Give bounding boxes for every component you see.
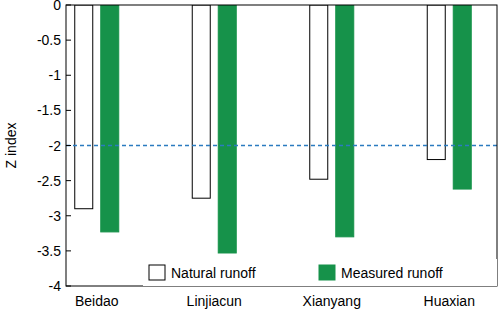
y-tick-label: -1 — [49, 67, 62, 83]
y-tick-label: -1.5 — [37, 102, 61, 118]
bar — [218, 5, 236, 253]
legend-label: Natural runoff — [171, 265, 256, 281]
y-tick — [66, 250, 71, 251]
legend: Natural runoff Measured runoff — [143, 259, 497, 286]
y-tick-label: -4 — [49, 278, 62, 294]
legend-swatch — [319, 265, 335, 280]
y-tick-label: -3 — [49, 208, 62, 224]
y-tick — [66, 145, 71, 146]
y-tick-label: -2.5 — [37, 173, 61, 189]
x-tick-label: Linjiacun — [187, 293, 242, 309]
y-tick — [66, 40, 71, 41]
y-tick — [66, 110, 71, 111]
y-tick — [66, 75, 71, 76]
y-tick-label: 0 — [53, 0, 61, 13]
y-tick — [66, 5, 71, 6]
y-tick — [66, 215, 71, 216]
x-tick-label: Xianyang — [303, 293, 361, 309]
threshold-line — [66, 145, 497, 147]
bar — [310, 5, 328, 179]
bar — [336, 5, 354, 237]
x-tick-label: Huaxian — [424, 293, 475, 309]
legend-label: Measured runoff — [341, 265, 443, 281]
bars — [66, 5, 497, 253]
plot-frame — [66, 5, 497, 286]
chart-container: 0 -0.5 -1 -1.5 -2 -2.5 -3 -3.5 -4 Beidao Linjiacun… — [0, 0, 500, 317]
bar — [75, 5, 93, 209]
y-tick-label: -2 — [49, 138, 62, 154]
bar — [101, 5, 119, 232]
x-tick-label: Beidao — [75, 293, 119, 309]
y-axis-label: Z index — [3, 123, 19, 169]
legend-box — [143, 259, 497, 286]
y-tick-label: -3.5 — [37, 243, 61, 259]
y-tick-label: -0.5 — [37, 32, 61, 48]
chart-svg: 0 -0.5 -1 -1.5 -2 -2.5 -3 -3.5 -4 Beidao Linjiacun… — [0, 0, 500, 317]
legend-swatch — [149, 265, 165, 280]
bar — [427, 5, 445, 160]
bar — [192, 5, 210, 198]
bar — [453, 5, 471, 189]
y-tick — [66, 286, 71, 287]
y-tick — [66, 180, 71, 181]
